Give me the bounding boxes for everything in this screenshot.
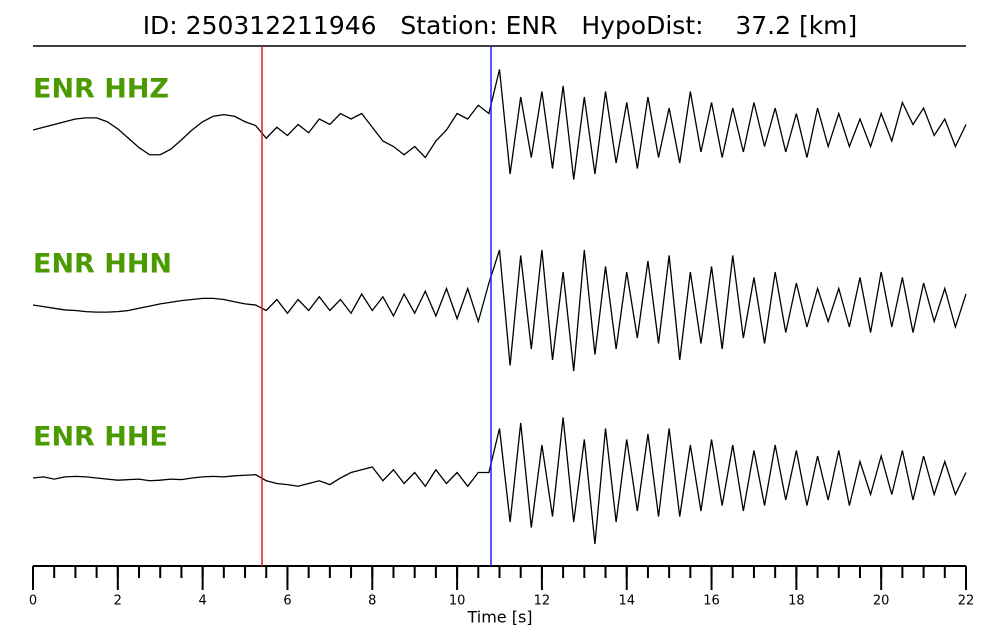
x-tick-label: 20 xyxy=(873,594,890,609)
x-tick-label: 16 xyxy=(703,594,720,609)
trace-label: ENR HHZ xyxy=(33,74,169,105)
x-tick-label: 4 xyxy=(198,594,206,609)
trace-label: ENR HHN xyxy=(33,249,172,280)
x-tick-label: 6 xyxy=(283,594,291,609)
x-tick-label: 2 xyxy=(114,594,122,609)
x-tick-label: 18 xyxy=(788,594,805,609)
trace-label: ENR HHE xyxy=(33,422,168,453)
x-tick-label: 10 xyxy=(449,594,466,609)
waveform xyxy=(32,417,967,545)
x-tick-label: 12 xyxy=(534,594,551,609)
x-tick-label: 22 xyxy=(958,594,975,609)
chart-title: ID: 250312211946 Station: ENR HypoDist: … xyxy=(143,11,858,40)
x-tick-label: 0 xyxy=(29,594,37,609)
waveform xyxy=(32,69,967,180)
x-tick-label: 8 xyxy=(368,594,376,609)
waveform xyxy=(32,249,967,372)
x-axis-label: Time [s] xyxy=(466,608,532,627)
x-tick-label: 14 xyxy=(618,594,635,609)
